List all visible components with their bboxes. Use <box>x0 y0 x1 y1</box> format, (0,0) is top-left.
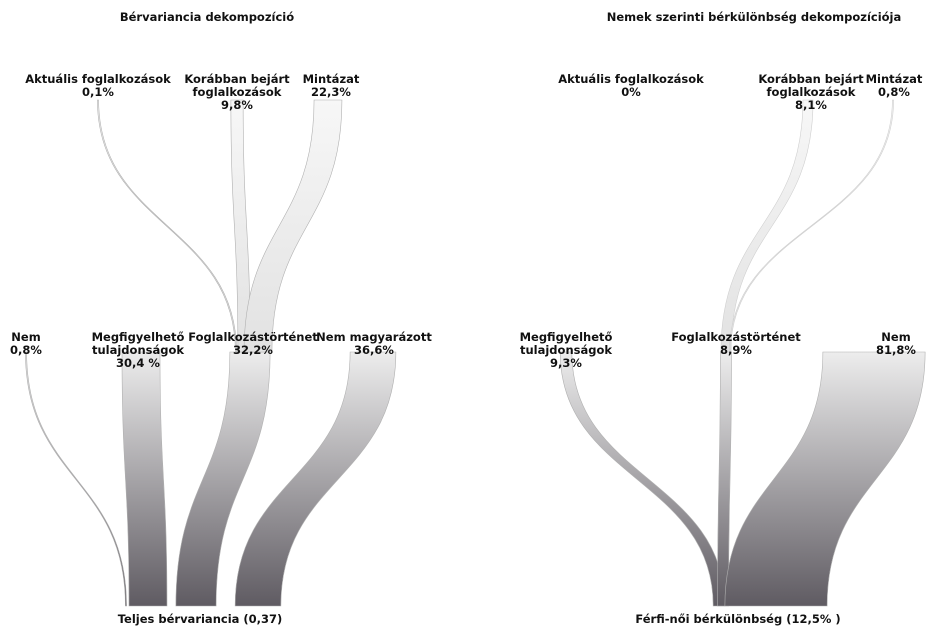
node-label: foglalkozások <box>192 85 282 99</box>
left-node-pattern: Mintázat 22,3% <box>303 73 360 99</box>
left-diagram-title: Bérvariancia dekompozíció <box>119 10 295 24</box>
right-node-observable-characteristics: Megfigyelhető tulajdonságok 9,3% <box>520 331 613 370</box>
right-node-pattern: Mintázat 0,8% <box>866 73 923 99</box>
node-value: 22,3% <box>311 85 351 99</box>
left-top-flow-2 <box>243 99 343 353</box>
node-value: 81,8% <box>876 343 916 357</box>
left-node-previous-occupations: Korábban bejárt foglalkozások 9,8% <box>184 73 289 112</box>
left-flow-1 <box>121 351 168 607</box>
left-node-gender: Nem 0,8% <box>10 331 42 357</box>
node-value: 0,1% <box>82 85 114 99</box>
right-flow-2 <box>724 351 926 607</box>
node-value: 0,8% <box>10 343 42 357</box>
left-flow-0 <box>25 351 127 607</box>
right-diagram-title: Nemek szerinti bérkülönbség dekompozíció… <box>606 10 902 24</box>
right-top-flow-1 <box>720 99 814 353</box>
node-value: 36,6% <box>354 343 394 357</box>
node-label: Mintázat <box>302 72 360 86</box>
node-label: Foglalkozástörténet <box>188 330 318 344</box>
node-label: Aktuális foglalkozások <box>25 72 171 86</box>
left-total-label: Teljes bérvariancia (0,37) <box>117 612 283 626</box>
node-value: 30,4 % <box>116 356 160 370</box>
left-node-occupational-history: Foglalkozástörténet 32,2% <box>188 331 318 357</box>
node-label: tulajdonságok <box>519 343 613 357</box>
node-value: 0% <box>621 85 641 99</box>
left-flow-3 <box>234 351 397 607</box>
node-value: 8,9% <box>720 343 752 357</box>
node-label: Nem magyarázott <box>316 330 432 344</box>
node-label: Nem <box>11 330 41 344</box>
left-node-current-occupations: Aktuális foglalkozások 0,1% <box>25 73 171 99</box>
left-top-flow-0 <box>97 99 237 353</box>
node-label: Megfigyelhető <box>519 330 613 344</box>
right-total-label: Férfi-női bérkülönbség (12,5% ) <box>635 612 841 626</box>
node-label: Korábban bejárt <box>184 72 290 86</box>
node-label: Nem <box>881 330 911 344</box>
node-value: 9,3% <box>550 356 582 370</box>
node-label: tulajdonságok <box>91 343 185 357</box>
node-label: foglalkozások <box>766 85 856 99</box>
right-node-occupational-history: Foglalkozástörténet 8,9% <box>671 331 801 357</box>
right-top-flow-2 <box>729 99 894 353</box>
right-flow-0 <box>559 351 726 607</box>
node-value: 32,2% <box>233 343 273 357</box>
node-label: Foglalkozástörténet <box>671 330 801 344</box>
left-node-unexplained: Nem magyarázott 36,6% <box>316 331 432 357</box>
node-label: Megfigyelhető <box>91 330 185 344</box>
left-flow-2 <box>175 351 271 607</box>
left-node-observable-characteristics: Megfigyelhető tulajdonságok 30,4 % <box>92 331 185 370</box>
node-value: 9,8% <box>221 98 253 112</box>
flow-layer <box>25 99 926 607</box>
right-node-previous-occupations: Korábban bejárt foglalkozások 8,1% <box>758 73 863 112</box>
right-node-current-occupations: Aktuális foglalkozások 0% <box>558 73 704 99</box>
node-value: 8,1% <box>795 98 827 112</box>
node-label: Korábban bejárt <box>758 72 864 86</box>
node-label: Aktuális foglalkozások <box>558 72 704 86</box>
right-node-gender: Nem 81,8% <box>876 331 916 357</box>
node-value: 0,8% <box>878 85 910 99</box>
node-label: Mintázat <box>865 72 923 86</box>
